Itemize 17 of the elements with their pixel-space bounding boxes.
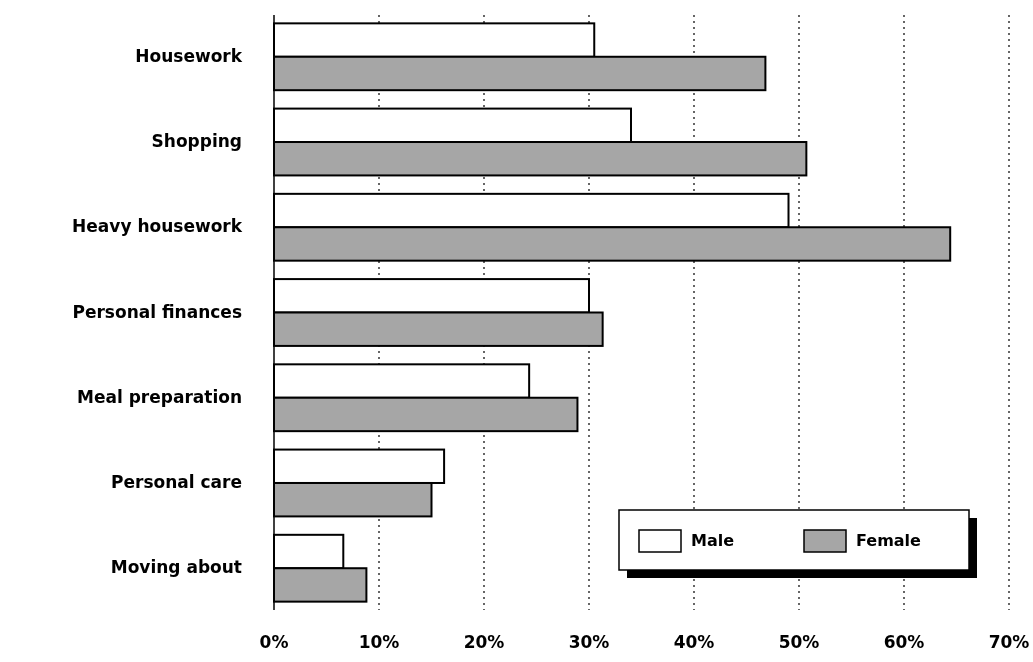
y-tick-label: Housework	[135, 45, 243, 66]
y-tick-label: Personal care	[111, 471, 242, 492]
x-tick-label: 20%	[463, 632, 505, 652]
x-tick-label: 0%	[259, 632, 289, 652]
x-tick-label: 50%	[778, 632, 820, 652]
y-tick-label: Heavy housework	[72, 216, 243, 237]
x-tick-label: 30%	[568, 632, 610, 652]
x-tick-label: 10%	[358, 632, 400, 652]
legend-label: Male	[691, 530, 735, 550]
y-tick-label: Shopping	[151, 131, 242, 152]
x-tick-label: 40%	[673, 632, 715, 652]
y-tick-label: Personal finances	[72, 301, 242, 322]
y-tick-label: Moving about	[110, 557, 242, 578]
x-tick-label: 60%	[883, 632, 925, 652]
y-tick-label: Meal preparation	[77, 386, 242, 407]
x-tick-label: 70%	[988, 632, 1030, 652]
legend-label: Female	[856, 530, 922, 550]
